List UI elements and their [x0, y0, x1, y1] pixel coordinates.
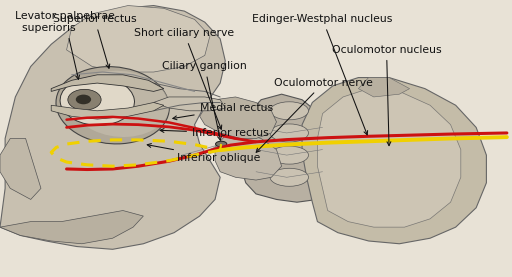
- Ellipse shape: [216, 141, 227, 147]
- Polygon shape: [200, 97, 276, 138]
- Ellipse shape: [270, 102, 308, 120]
- Text: Ciliary ganglion: Ciliary ganglion: [162, 61, 247, 140]
- Ellipse shape: [270, 146, 308, 164]
- Polygon shape: [154, 97, 225, 111]
- Ellipse shape: [56, 67, 169, 144]
- Polygon shape: [0, 6, 225, 249]
- Ellipse shape: [270, 168, 308, 186]
- Polygon shape: [317, 89, 461, 227]
- Text: Edinger-Westphal nucleus: Edinger-Westphal nucleus: [252, 14, 393, 135]
- Ellipse shape: [270, 124, 308, 142]
- Polygon shape: [0, 211, 143, 244]
- Text: Superior rectus: Superior rectus: [53, 14, 137, 68]
- Ellipse shape: [60, 77, 135, 125]
- Text: Inferior oblique: Inferior oblique: [147, 143, 260, 163]
- Text: Levator palpebrae
  superioris: Levator palpebrae superioris: [15, 11, 115, 79]
- Ellipse shape: [76, 94, 91, 104]
- Polygon shape: [215, 133, 282, 180]
- Ellipse shape: [71, 71, 169, 137]
- Polygon shape: [51, 75, 164, 91]
- Ellipse shape: [68, 89, 101, 110]
- Text: Oculomotor nerve: Oculomotor nerve: [256, 78, 373, 152]
- Polygon shape: [67, 6, 210, 72]
- Text: Medial rectus: Medial rectus: [173, 103, 273, 120]
- Polygon shape: [51, 102, 164, 119]
- Polygon shape: [0, 138, 41, 199]
- Text: Short ciliary nerve: Short ciliary nerve: [134, 28, 234, 129]
- Polygon shape: [302, 78, 486, 244]
- Text: Oculomotor nucleus: Oculomotor nucleus: [332, 45, 441, 146]
- Text: Inferior rectus: Inferior rectus: [160, 128, 269, 138]
- Polygon shape: [241, 94, 338, 202]
- Polygon shape: [358, 78, 410, 97]
